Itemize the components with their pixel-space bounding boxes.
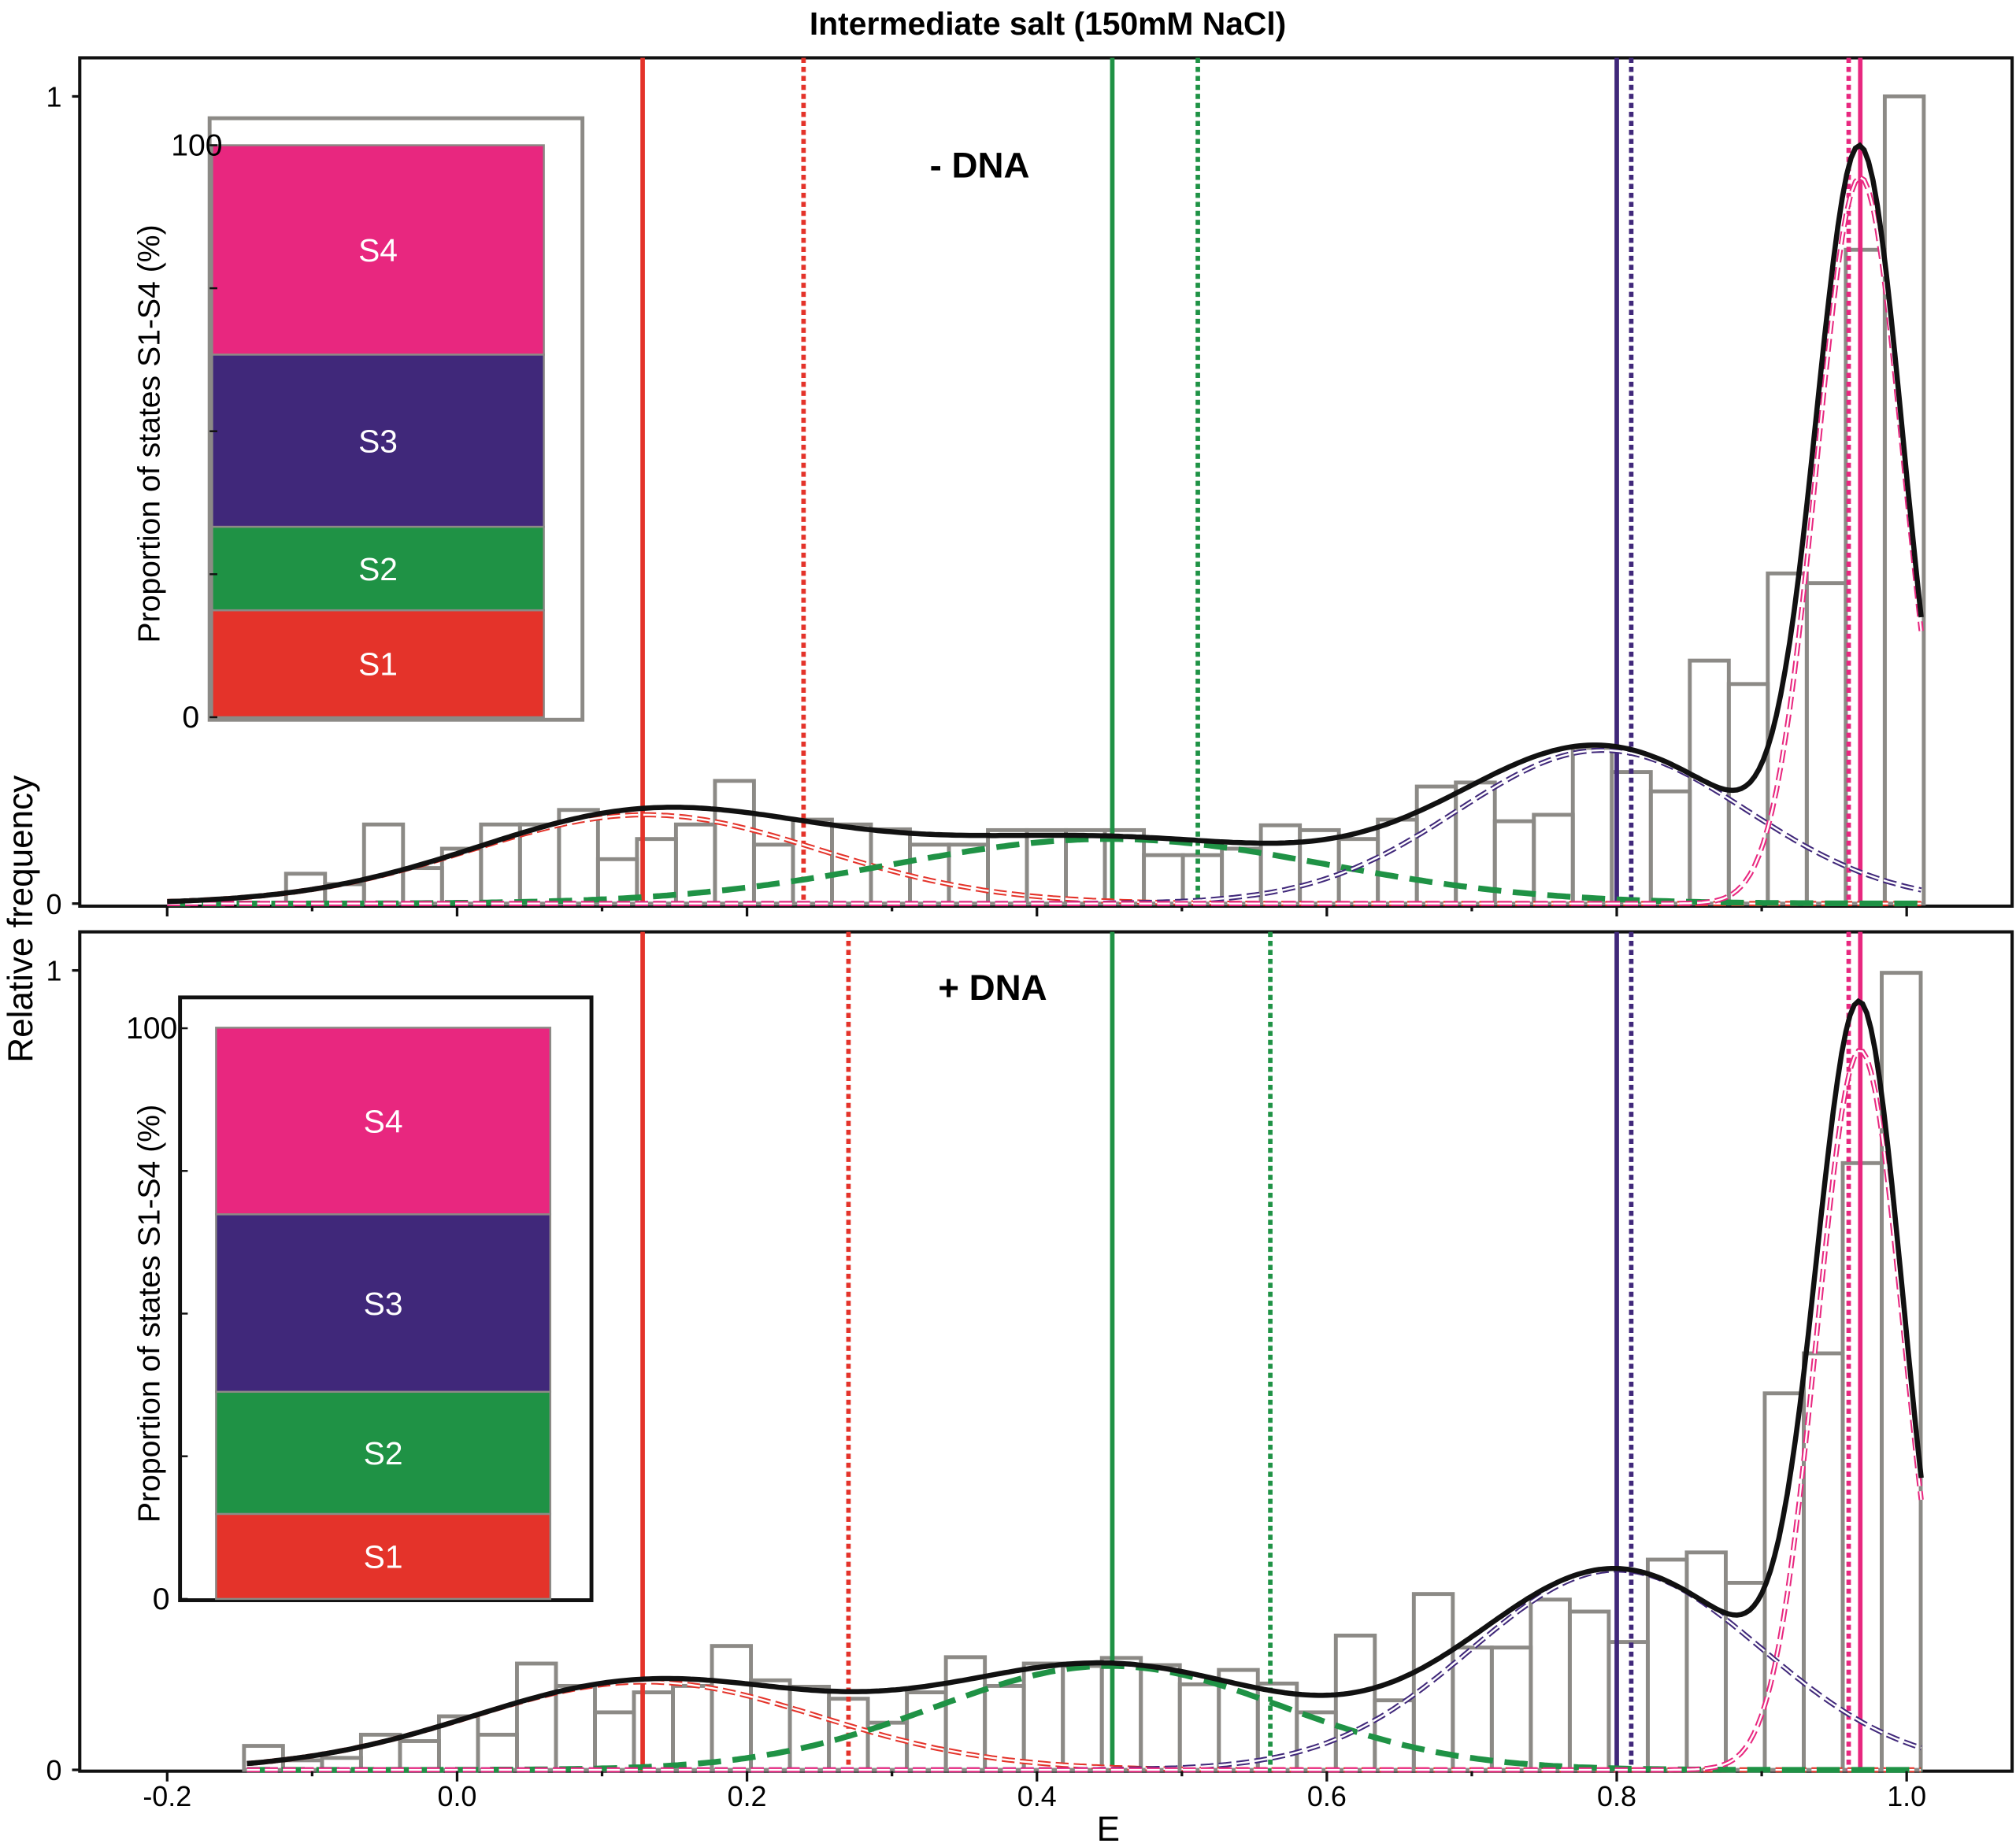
total-fit-curve <box>167 142 1924 905</box>
x-tick-label: 0.2 <box>728 1780 767 1812</box>
panel-label: - DNA <box>930 145 1030 185</box>
panel-label: + DNA <box>938 968 1047 1008</box>
x-tick-label: -0.2 <box>143 1780 191 1812</box>
histogram-bar <box>557 808 600 906</box>
x-tick-label: 0.6 <box>1307 1780 1347 1812</box>
inset-segment-label: S3 <box>358 423 398 459</box>
inset-y-tick-label: 100 <box>126 1012 177 1046</box>
x-tick-label: 0.4 <box>1017 1780 1057 1812</box>
inset-segment-label: S3 <box>364 1286 403 1322</box>
inset-segment-s4 <box>215 1027 552 1216</box>
s4-component-curve-core <box>246 1049 1922 1771</box>
inset-segment-s3 <box>215 1213 552 1394</box>
chart-title: Intermediate salt (150mM NaCl) <box>810 6 1286 42</box>
total-fit-curve <box>246 998 1924 1767</box>
inset-segment-label: S2 <box>364 1435 403 1471</box>
inset-stacked-bar: S1 S2 S3 S4 0 100 Proportion of states S1-S4 (… <box>126 995 594 1616</box>
y-tick-label: 0 <box>46 888 61 920</box>
inset-y-axis-label: Proportion of states S1-S4 (%) <box>133 224 167 642</box>
inset-segment-label: S2 <box>358 551 398 587</box>
x-tick-label: 0.8 <box>1597 1780 1636 1812</box>
inset-stacked-bar: S1 S2 S3 S4 0 100 Proportion of states S1-S4 (… <box>133 116 585 735</box>
panel-minus-dna: 0 1 - DNA S1 S2 S3 S4 0 100 Proportion of states … <box>46 56 2014 920</box>
inset-y-tick-label: 0 <box>153 1582 170 1616</box>
y-tick-label: 1 <box>46 955 61 987</box>
inset-y-tick-label: 100 <box>171 129 222 163</box>
inset-segment-label: S4 <box>364 1104 403 1140</box>
y-axis-label: Relative frequency <box>2 775 40 1063</box>
s4-component-curve-core <box>167 176 1922 905</box>
panel-plus-dna: 0 1 + DNA S1 S2 S3 S4 0 100 Proportion of states … <box>46 930 2014 1786</box>
inset-segment-label: S1 <box>364 1539 403 1575</box>
inset-segment-label: S4 <box>358 232 398 268</box>
inset-y-axis-label: Proportion of states S1-S4 (%) <box>133 1105 167 1523</box>
y-tick-label: 0 <box>46 1754 61 1786</box>
inset-segment-s4 <box>211 144 545 356</box>
inset-y-tick-label: 0 <box>182 701 199 735</box>
x-axis-label: E <box>1097 1810 1120 1847</box>
inset-segment-s1 <box>215 1512 552 1601</box>
inset-segment-s2 <box>215 1390 552 1516</box>
y-tick-label: 1 <box>46 81 61 113</box>
x-tick-label: 1.0 <box>1887 1780 1926 1812</box>
inset-segment-label: S1 <box>358 646 398 683</box>
inset-segment-s2 <box>211 525 545 612</box>
x-tick-label: 0.0 <box>437 1780 476 1812</box>
